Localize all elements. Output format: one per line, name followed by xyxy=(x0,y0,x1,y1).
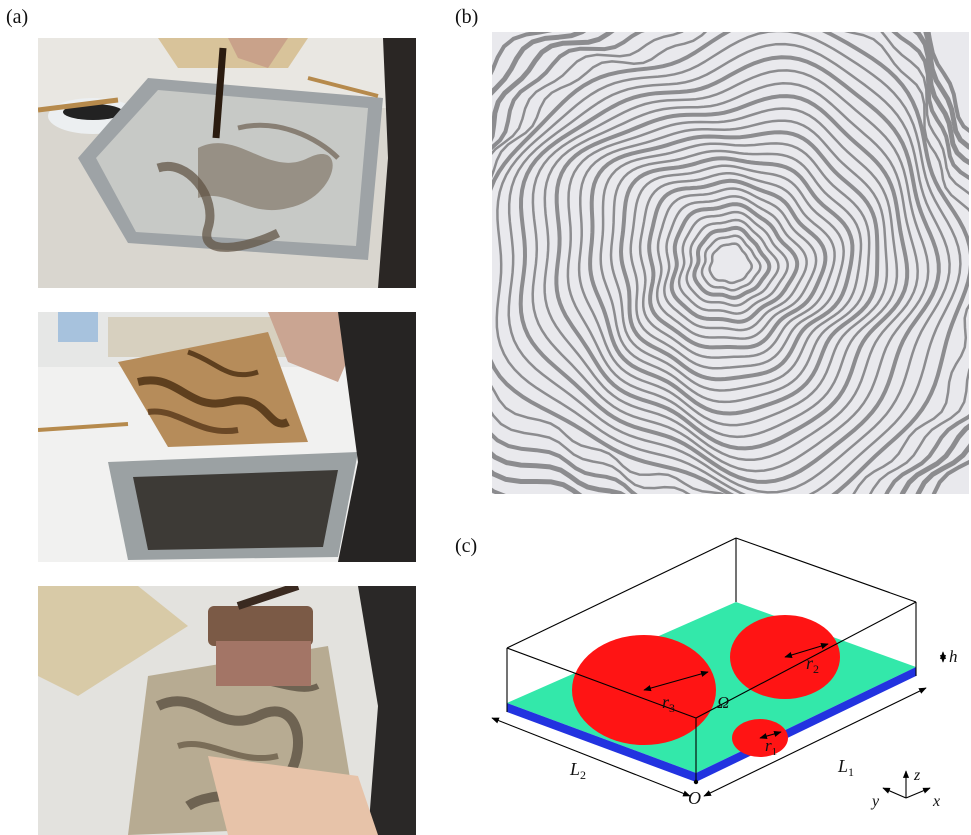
marbling-ring xyxy=(577,119,889,427)
marbling-ring xyxy=(692,225,772,300)
marbling-ring xyxy=(708,242,753,285)
photo-lifting-paper xyxy=(38,312,416,562)
marbling-ring xyxy=(700,234,762,292)
label-r3: r3 xyxy=(662,692,675,715)
axis-label-z: z xyxy=(913,767,921,784)
radius-arrow-3 xyxy=(643,670,709,692)
photo-ink-tray xyxy=(38,38,416,288)
marbling-ring xyxy=(492,32,969,494)
marbling-ring xyxy=(655,187,818,340)
dimension-arrow-L2 xyxy=(491,717,691,797)
marbling-ring xyxy=(647,178,828,350)
axis-x xyxy=(905,787,931,799)
label-omega: Ω xyxy=(717,693,729,712)
label-r1: r1 xyxy=(765,736,777,758)
panel-label-b: (b) xyxy=(455,6,479,28)
marbling-ring xyxy=(619,156,855,382)
radius-arrow-2 xyxy=(784,643,829,658)
axis-label-y: y xyxy=(870,793,880,810)
marbling-ring xyxy=(531,69,930,473)
label-L1: L1 xyxy=(837,756,854,779)
marbling-ring xyxy=(669,202,800,324)
marbling-ring xyxy=(638,172,836,359)
label-origin: O xyxy=(688,788,701,808)
marbling-ring xyxy=(495,32,962,494)
marbling-ring xyxy=(629,164,845,370)
panel-label-c: (c) xyxy=(455,535,478,557)
schematic-diagram: Ω r3 r2 r1 h L1 L2 O z x y xyxy=(491,537,958,810)
marbling-ring xyxy=(677,210,789,315)
marbling-ring xyxy=(507,42,951,494)
photo-rolling-print xyxy=(38,586,416,835)
label-r2: r2 xyxy=(806,653,819,676)
axis-label-x: x xyxy=(932,793,940,810)
marbling-ring xyxy=(554,94,910,451)
panel-label-a: (a) xyxy=(6,6,29,28)
marbling-ring xyxy=(599,142,871,404)
label-h: h xyxy=(949,647,958,666)
axis-y xyxy=(882,787,907,799)
marbling-ring xyxy=(609,149,863,392)
marbling-ring xyxy=(566,107,899,439)
label-L2: L2 xyxy=(569,759,586,782)
marbling-ring xyxy=(543,82,919,462)
origin-point xyxy=(693,779,699,785)
dimension-arrow-L1 xyxy=(703,687,927,797)
photo-concentric-rings xyxy=(492,32,969,494)
marbling-ring xyxy=(518,55,941,484)
marbling-ring xyxy=(685,218,780,307)
marbling-ring xyxy=(492,32,969,494)
marbling-ring xyxy=(588,130,880,416)
marbling-ring xyxy=(663,195,808,332)
